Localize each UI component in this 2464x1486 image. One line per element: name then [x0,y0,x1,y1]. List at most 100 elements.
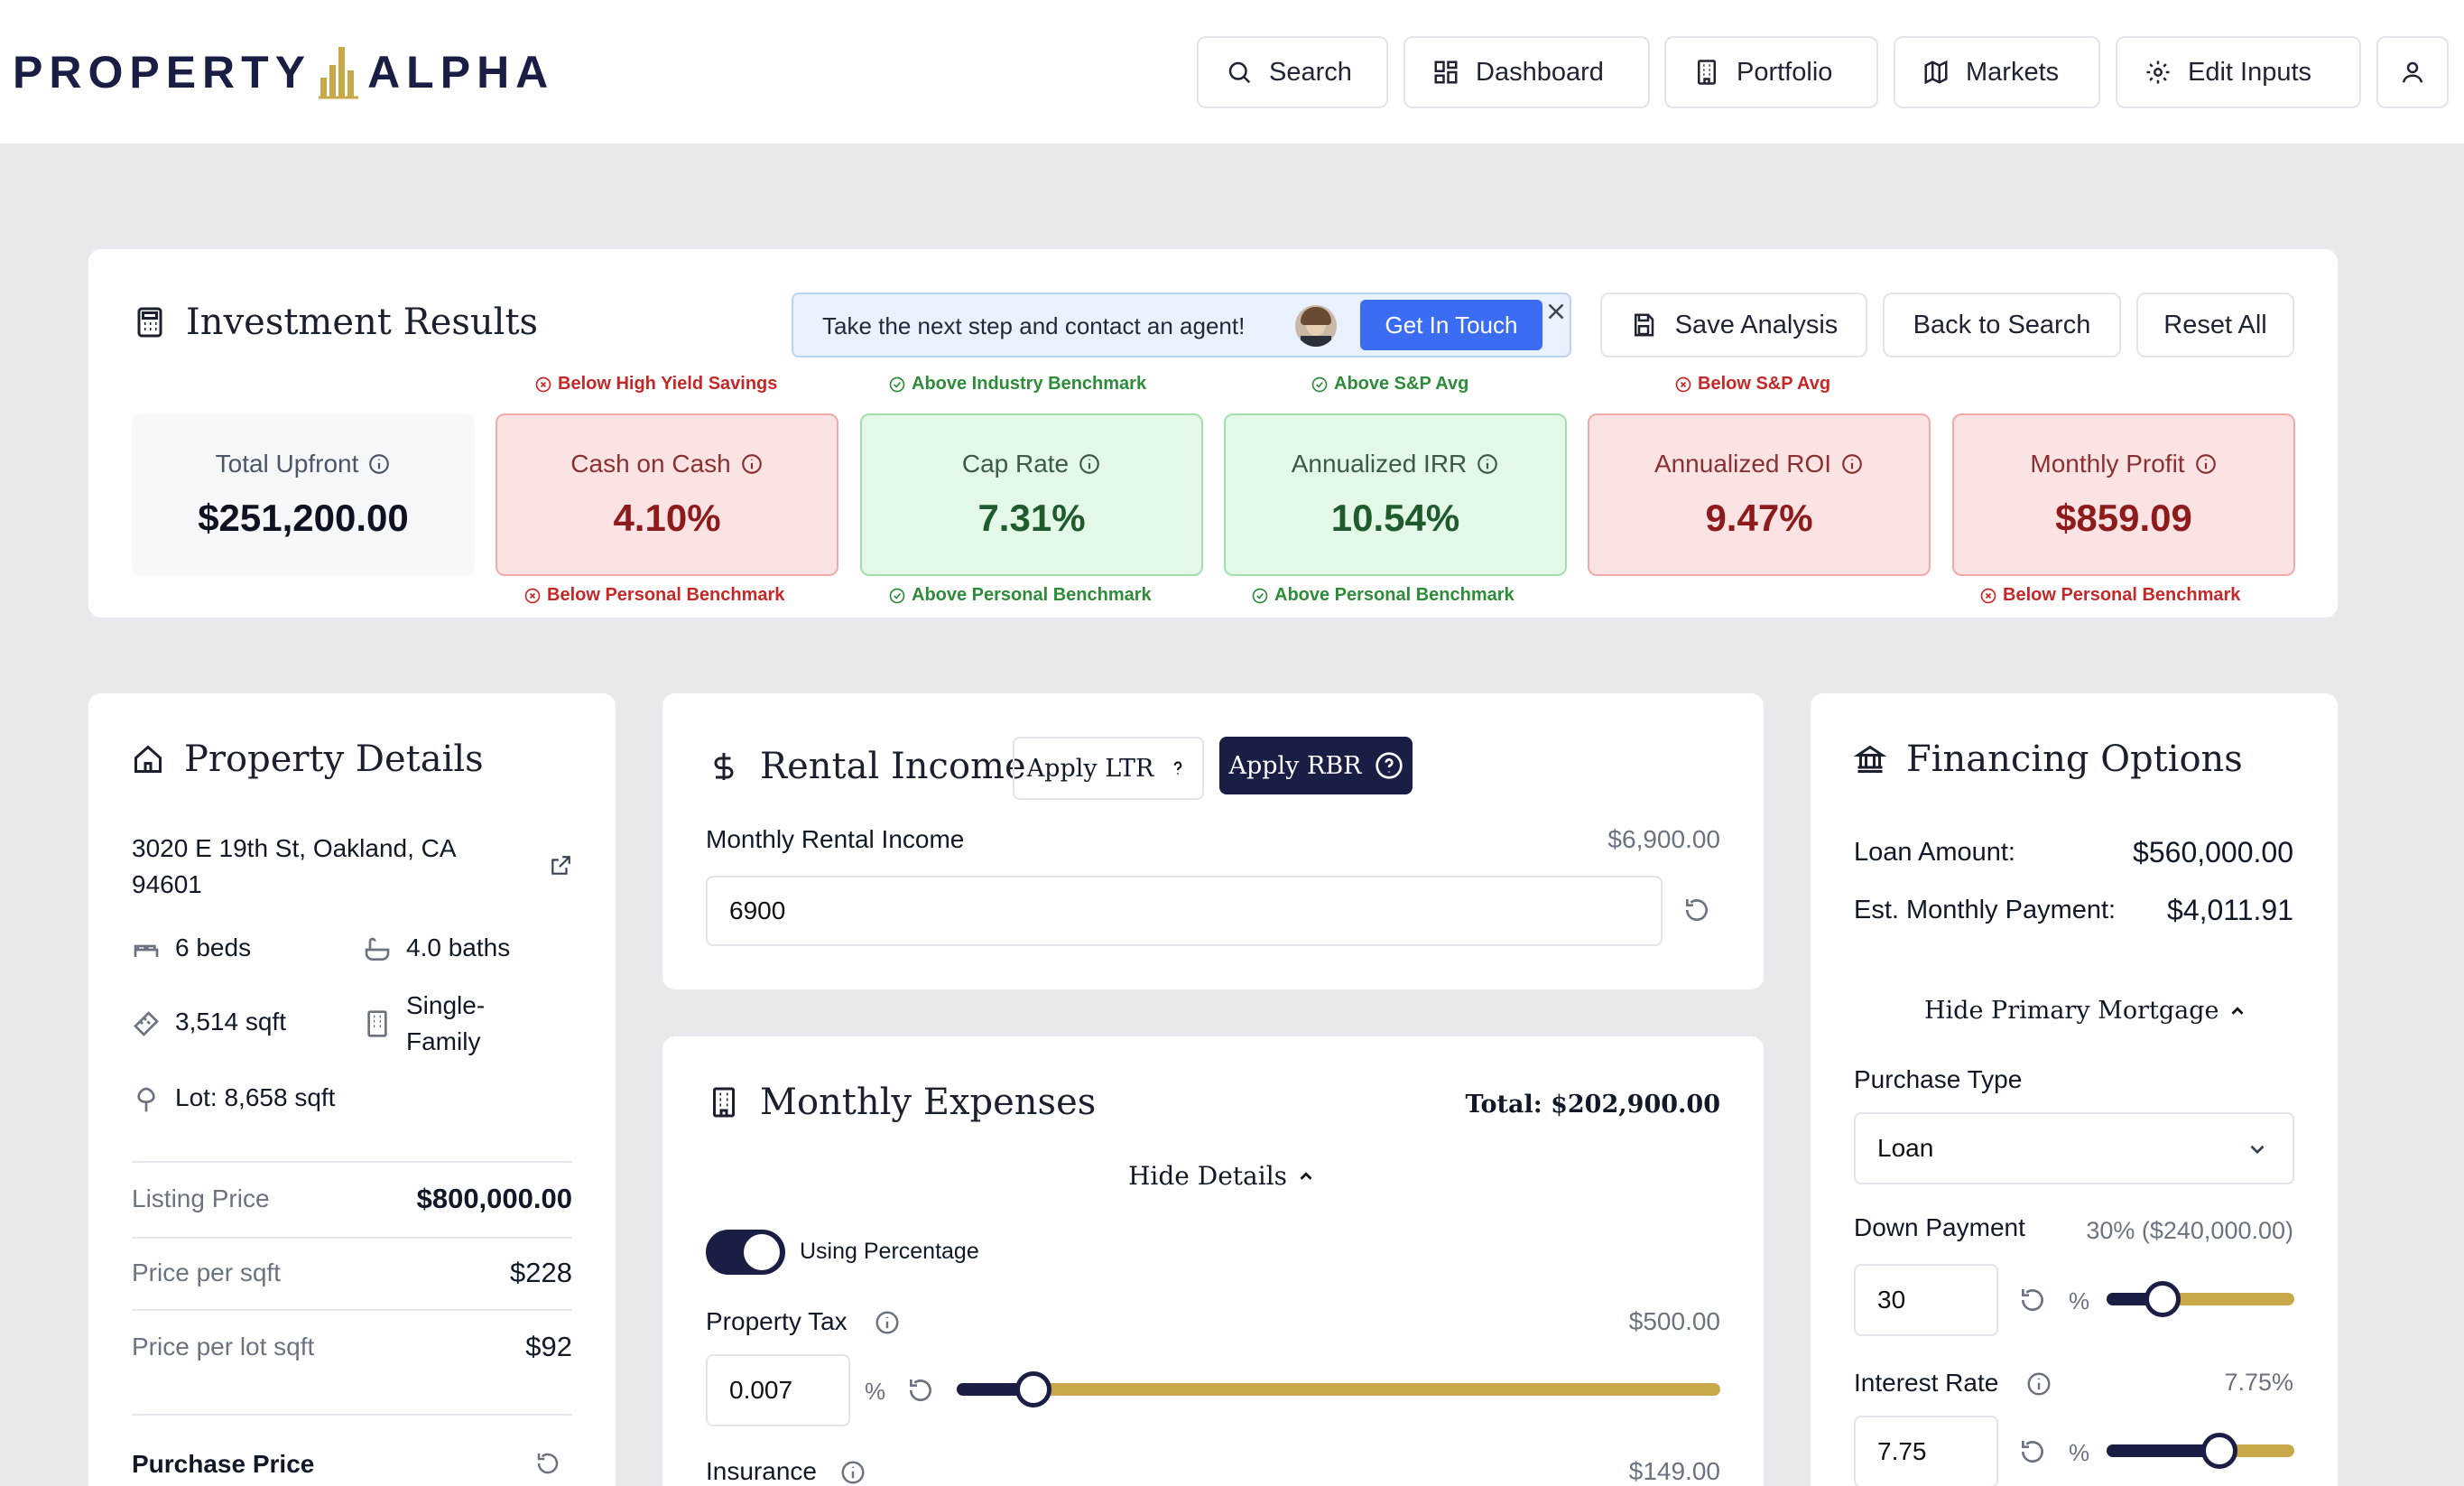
top-navbar: PROPERTY ALPHA Search Dashboard Portfoli… [0,0,2464,144]
gear-icon [2146,60,2170,84]
metric-value: 9.47% [1705,497,1813,539]
info-icon[interactable] [1078,452,1101,476]
nav-markets-button[interactable]: Markets [1894,36,2100,108]
reset-icon[interactable] [906,1376,935,1405]
price-per-sqft-value: $228 [510,1257,572,1288]
property-tax-slider-fill [957,1383,1033,1396]
using-percentage-toggle[interactable] [706,1230,785,1275]
property-tax-slider-handle[interactable] [1015,1371,1051,1407]
divider [132,1161,572,1163]
lot-size: Lot: 8,658 sqft [175,1083,336,1111]
chevron-up-icon [1300,1171,1312,1180]
brand-logo[interactable]: PROPERTY ALPHA [13,43,554,101]
nav-portfolio-button[interactable]: Portfolio [1664,36,1878,108]
benchmark-cap-rate-top: Above Industry Benchmark [888,374,1146,395]
monthly-rental-income-input[interactable]: 6900 [706,876,1663,946]
benchmark-irr-top: Above S&P Avg [1311,374,1468,395]
monthly-expenses-title: Monthly Expenses [760,1082,1097,1123]
info-icon[interactable] [2025,1370,2052,1398]
interest-rate-slider-handle[interactable] [2201,1433,2237,1469]
percent-unit: % [2069,1439,2090,1466]
nav-dashboard-label: Dashboard [1476,57,1604,87]
back-to-search-button[interactable]: Back to Search [1883,293,2121,358]
nav-search-label: Search [1269,57,1352,87]
investment-results-title: Investment Results [186,302,539,343]
save-analysis-button[interactable]: Save Analysis [1600,293,1867,358]
info-icon[interactable] [740,452,764,476]
info-icon[interactable] [1840,452,1864,476]
dashboard-icon [1434,60,1458,84]
reset-icon[interactable] [534,1450,561,1477]
percent-unit: % [2069,1287,2090,1314]
close-icon[interactable] [1542,298,1570,325]
price-per-sqft-label: Price per sqft [132,1258,281,1286]
divider [132,1237,572,1239]
apply-ltr-button[interactable]: Apply LTR [1013,737,1204,800]
down-payment-slider-handle[interactable] [2144,1281,2181,1317]
purchase-type-select[interactable]: Loan [1854,1112,2294,1184]
listing-price-value: $800,000.00 [416,1183,572,1214]
nav-dashboard-button[interactable]: Dashboard [1403,36,1650,108]
metric-monthly-profit: Monthly Profit $859.09 [1952,413,2295,576]
nav-search-button[interactable]: Search [1197,36,1388,108]
property-tax-label: Property Tax [706,1307,848,1335]
purchase-type-value: Loan [1877,1134,1934,1162]
external-link-icon[interactable] [549,854,572,878]
benchmark-roi-top: Below S&P Avg [1674,374,1830,395]
hide-details-button[interactable]: Hide Details [1128,1161,1316,1191]
check-circle-icon [889,376,905,392]
divider [132,1309,572,1311]
interest-rate-input[interactable]: 7.75 [1854,1416,1998,1486]
property-tax-input[interactable]: 0.007 [706,1354,850,1426]
info-icon[interactable] [839,1459,866,1486]
reset-all-button[interactable]: Reset All [2136,293,2294,358]
reset-icon[interactable] [2018,1286,2047,1314]
get-in-touch-button[interactable]: Get In Touch [1360,300,1542,350]
reset-icon[interactable] [2018,1437,2047,1466]
financing-options-card [1811,693,2338,1486]
check-circle-icon [889,588,905,603]
bath-icon [365,937,390,961]
apply-rbr-button[interactable]: Apply RBR [1219,737,1413,794]
contact-agent-banner: Take the next step and contact an agent!… [792,293,1571,358]
interest-rate-label: Interest Rate [1854,1369,1999,1397]
x-circle-icon [535,376,551,392]
help-circle-icon [1375,752,1403,779]
property-tax-slider-track[interactable] [957,1383,1720,1396]
property-address: 3020 E 19th St, Oakland, CA 94601 [132,834,456,898]
building-icon [713,1087,735,1118]
metric-value: 10.54% [1330,497,1460,539]
info-icon[interactable] [367,452,391,476]
interest-rate-slider-fill [2107,1444,2219,1457]
home-icon [134,745,162,773]
brand-right: ALPHA [367,47,555,98]
monthly-rental-income-label: Monthly Rental Income [706,825,965,853]
rental-income-title: Rental Income [760,746,1026,787]
down-payment-input[interactable]: 30 [1854,1264,1998,1336]
nav-user-button[interactable] [2376,36,2449,108]
listing-price-label: Listing Price [132,1184,270,1212]
purchase-type-label: Purchase Type [1854,1065,2023,1093]
property-details-card [88,693,616,1486]
metric-annualized-irr: Annualized IRR 10.54% [1224,413,1567,576]
metric-annualized-roi: Annualized ROI 9.47% [1588,413,1931,576]
baths-count: 4.0 baths [406,933,511,961]
insurance-label: Insurance [706,1457,817,1485]
x-circle-icon [1980,588,1996,603]
hide-primary-mortgage-button[interactable]: Hide Primary Mortgage [1924,997,2247,1025]
loan-amount-value: $560,000.00 [2133,836,2293,868]
info-icon[interactable] [874,1309,901,1336]
interest-rate-display: 7.75% [2224,1369,2293,1396]
check-circle-icon [1252,588,1268,603]
info-icon[interactable] [1476,452,1499,476]
info-icon[interactable] [2194,452,2218,476]
reset-icon[interactable] [1682,896,1711,924]
metric-value: $859.09 [2055,497,2192,539]
monthly-payment-label: Est. Monthly Payment: [1854,896,2117,924]
purchase-price-label: Purchase Price [132,1450,315,1478]
bank-icon [1854,745,1886,773]
rental-income-heading: Rental Income [708,746,1026,787]
dollar-icon [714,753,734,780]
chevron-up-icon [2232,1006,2244,1015]
nav-edit-inputs-button[interactable]: Edit Inputs [2116,36,2361,108]
